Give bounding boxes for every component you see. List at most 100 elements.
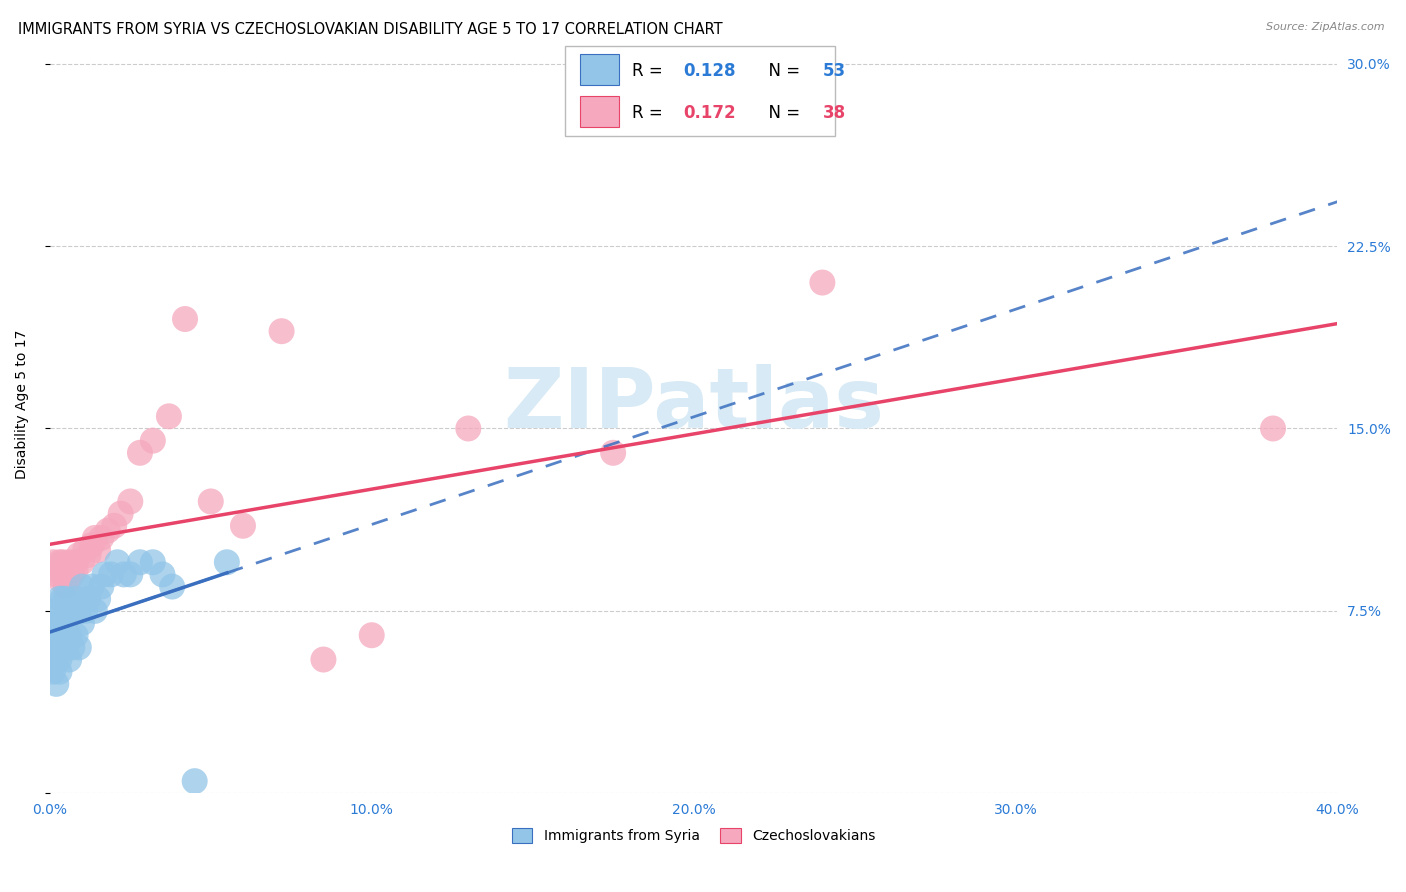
Point xyxy=(83,604,105,618)
Text: 53: 53 xyxy=(823,62,845,80)
Point xyxy=(55,580,77,594)
Point xyxy=(48,665,70,679)
Point xyxy=(60,640,83,655)
Point xyxy=(80,580,103,594)
Point xyxy=(160,580,183,594)
Point xyxy=(58,572,80,586)
Point xyxy=(97,524,120,538)
Point xyxy=(75,543,97,558)
Point xyxy=(67,640,90,655)
Point xyxy=(45,628,67,642)
Point xyxy=(55,615,77,630)
Bar xyxy=(565,46,835,136)
Point xyxy=(55,563,77,577)
Point xyxy=(45,677,67,691)
Point xyxy=(107,555,129,569)
Point xyxy=(65,628,87,642)
Point xyxy=(58,555,80,569)
Point xyxy=(174,312,197,326)
Point xyxy=(67,548,90,562)
Point xyxy=(90,531,112,545)
Bar xyxy=(581,54,619,86)
Point xyxy=(270,324,292,338)
Point xyxy=(129,446,152,460)
Point xyxy=(110,507,132,521)
Text: 0.172: 0.172 xyxy=(683,104,735,122)
Point xyxy=(42,652,65,666)
Point xyxy=(200,494,222,508)
Point xyxy=(52,604,75,618)
Point xyxy=(60,567,83,582)
Legend: Immigrants from Syria, Czechoslovakians: Immigrants from Syria, Czechoslovakians xyxy=(506,822,882,848)
Point xyxy=(129,555,152,569)
Point xyxy=(120,567,142,582)
Text: N =: N = xyxy=(758,62,806,80)
Point xyxy=(58,652,80,666)
Point xyxy=(157,409,180,424)
Point xyxy=(183,774,205,789)
Point xyxy=(67,604,90,618)
Point xyxy=(80,538,103,552)
Point xyxy=(120,494,142,508)
Point xyxy=(52,555,75,569)
Point xyxy=(48,591,70,606)
Point xyxy=(312,652,335,666)
Point xyxy=(48,615,70,630)
Point xyxy=(42,665,65,679)
Point xyxy=(87,543,110,558)
Point xyxy=(52,640,75,655)
Text: R =: R = xyxy=(631,104,668,122)
Point xyxy=(93,567,115,582)
Point xyxy=(52,591,75,606)
Point xyxy=(48,640,70,655)
Point xyxy=(70,580,93,594)
Point xyxy=(42,555,65,569)
Text: 38: 38 xyxy=(823,104,845,122)
Point xyxy=(75,604,97,618)
Point xyxy=(65,563,87,577)
Point xyxy=(42,628,65,642)
Point xyxy=(152,567,174,582)
Point xyxy=(360,628,382,642)
Point xyxy=(215,555,238,569)
Point xyxy=(65,591,87,606)
Point xyxy=(100,567,122,582)
Text: IMMIGRANTS FROM SYRIA VS CZECHOSLOVAKIAN DISABILITY AGE 5 TO 17 CORRELATION CHAR: IMMIGRANTS FROM SYRIA VS CZECHOSLOVAKIAN… xyxy=(18,22,723,37)
Point xyxy=(55,640,77,655)
Point xyxy=(457,421,479,435)
Point xyxy=(42,640,65,655)
Point xyxy=(48,652,70,666)
Point xyxy=(45,604,67,618)
Point xyxy=(52,628,75,642)
Text: R =: R = xyxy=(631,62,668,80)
Point xyxy=(45,567,67,582)
Point xyxy=(52,567,75,582)
Point xyxy=(77,548,100,562)
Text: 0.128: 0.128 xyxy=(683,62,735,80)
Point xyxy=(55,591,77,606)
Point xyxy=(1261,421,1284,435)
Point xyxy=(602,446,624,460)
Text: Source: ZipAtlas.com: Source: ZipAtlas.com xyxy=(1267,22,1385,32)
Point xyxy=(232,518,254,533)
Point xyxy=(45,652,67,666)
Point xyxy=(70,615,93,630)
Point xyxy=(65,555,87,569)
Point xyxy=(77,591,100,606)
Point xyxy=(83,531,105,545)
Point xyxy=(52,615,75,630)
Point xyxy=(103,518,125,533)
Point xyxy=(142,434,165,448)
Point xyxy=(60,604,83,618)
Point xyxy=(87,591,110,606)
Point xyxy=(48,555,70,569)
Point xyxy=(48,572,70,586)
Bar xyxy=(581,96,619,128)
Point xyxy=(112,567,135,582)
Point xyxy=(58,604,80,618)
Text: ZIPatlas: ZIPatlas xyxy=(503,364,884,444)
Point xyxy=(48,628,70,642)
Point xyxy=(45,640,67,655)
Point xyxy=(811,276,834,290)
Text: N =: N = xyxy=(758,104,806,122)
